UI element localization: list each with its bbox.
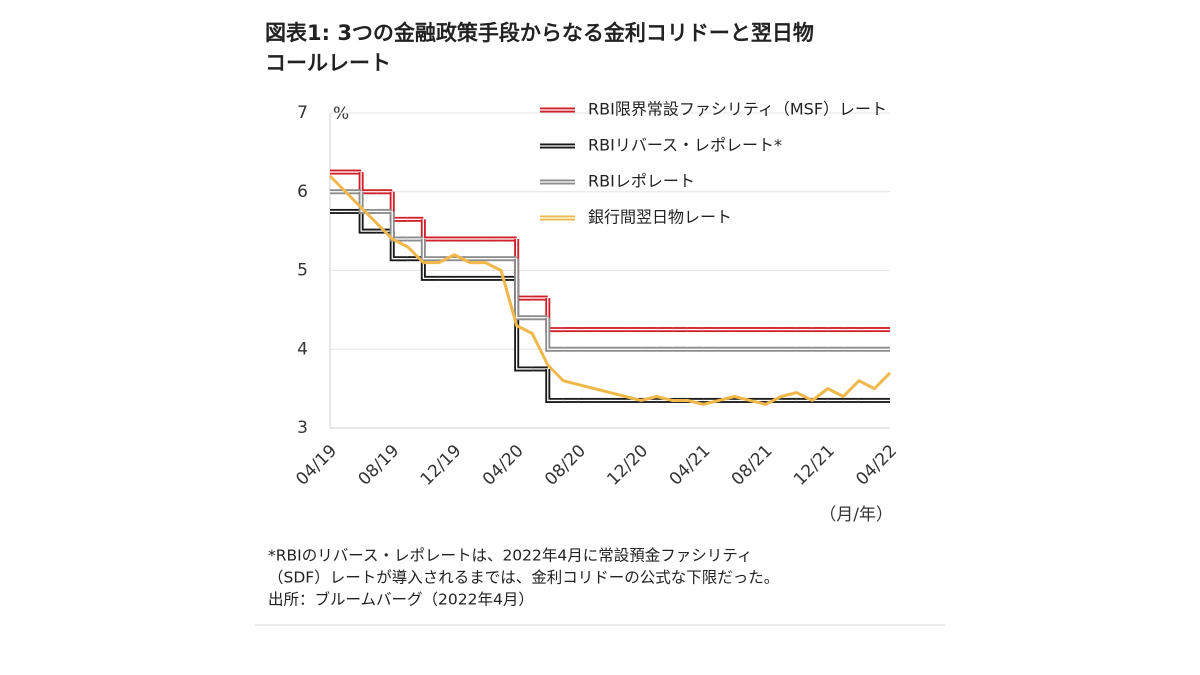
- y-unit: %: [333, 104, 349, 124]
- title-line-2: コールレート: [265, 51, 391, 75]
- step-inner: [360, 191, 377, 213]
- step-inner: [422, 239, 439, 260]
- y-tick-label: 5: [297, 261, 308, 281]
- x-tick-label: 04/21: [666, 441, 715, 490]
- step-inner: [360, 211, 377, 232]
- y-tick-label: 7: [297, 103, 308, 123]
- step-segment: [420, 219, 439, 242]
- y-tick-label: 6: [297, 182, 308, 202]
- x-tick-label: 08/21: [728, 441, 777, 490]
- step-segment: [514, 258, 533, 321]
- x-tick-label: 12/21: [790, 441, 839, 490]
- title-line-1: 図表1: 3つの金融政策手段からなる金利コリドーと翌日物: [265, 21, 814, 45]
- x-tick-label: 08/19: [355, 441, 404, 490]
- x-unit: （月/年）: [819, 505, 893, 525]
- source: 出所：ブルームバーグ（2022年4月）: [268, 590, 534, 609]
- step-inner: [516, 258, 533, 319]
- x-tick-label: 04/19: [292, 441, 341, 490]
- x-tick-label: 12/20: [603, 441, 652, 490]
- x-tick-label: 04/22: [852, 441, 901, 490]
- y-tick-label: 3: [297, 418, 308, 438]
- step-inner: [547, 317, 564, 350]
- y-tick-label: 4: [297, 339, 308, 359]
- step-segment: [389, 211, 408, 242]
- legend-label: RBI限界常設ファシリティ（MSF）レート: [588, 100, 887, 119]
- step-inner: [422, 258, 439, 280]
- legend-label: 銀行間翌日物レート: [588, 208, 732, 227]
- legend-label: RBIリバース・レポレート*: [588, 136, 782, 155]
- x-tick-label: 08/20: [541, 441, 590, 490]
- step-inner: [547, 368, 564, 402]
- footnote: *RBIのリバース・レポレートは、2022年4月に常設預金ファシリティ: [268, 547, 752, 565]
- footnote: （SDF）レートが導入されるまでは、金利コリドーの公式な下限だった。: [268, 569, 779, 587]
- x-tick-label: 12/19: [417, 441, 466, 490]
- series-line: [328, 174, 892, 406]
- step-segment: [545, 317, 564, 352]
- legend-label: RBIレポレート: [588, 172, 695, 191]
- step-segment: [420, 239, 439, 262]
- x-tick-label: 04/20: [479, 441, 528, 490]
- step-segment: [358, 172, 377, 195]
